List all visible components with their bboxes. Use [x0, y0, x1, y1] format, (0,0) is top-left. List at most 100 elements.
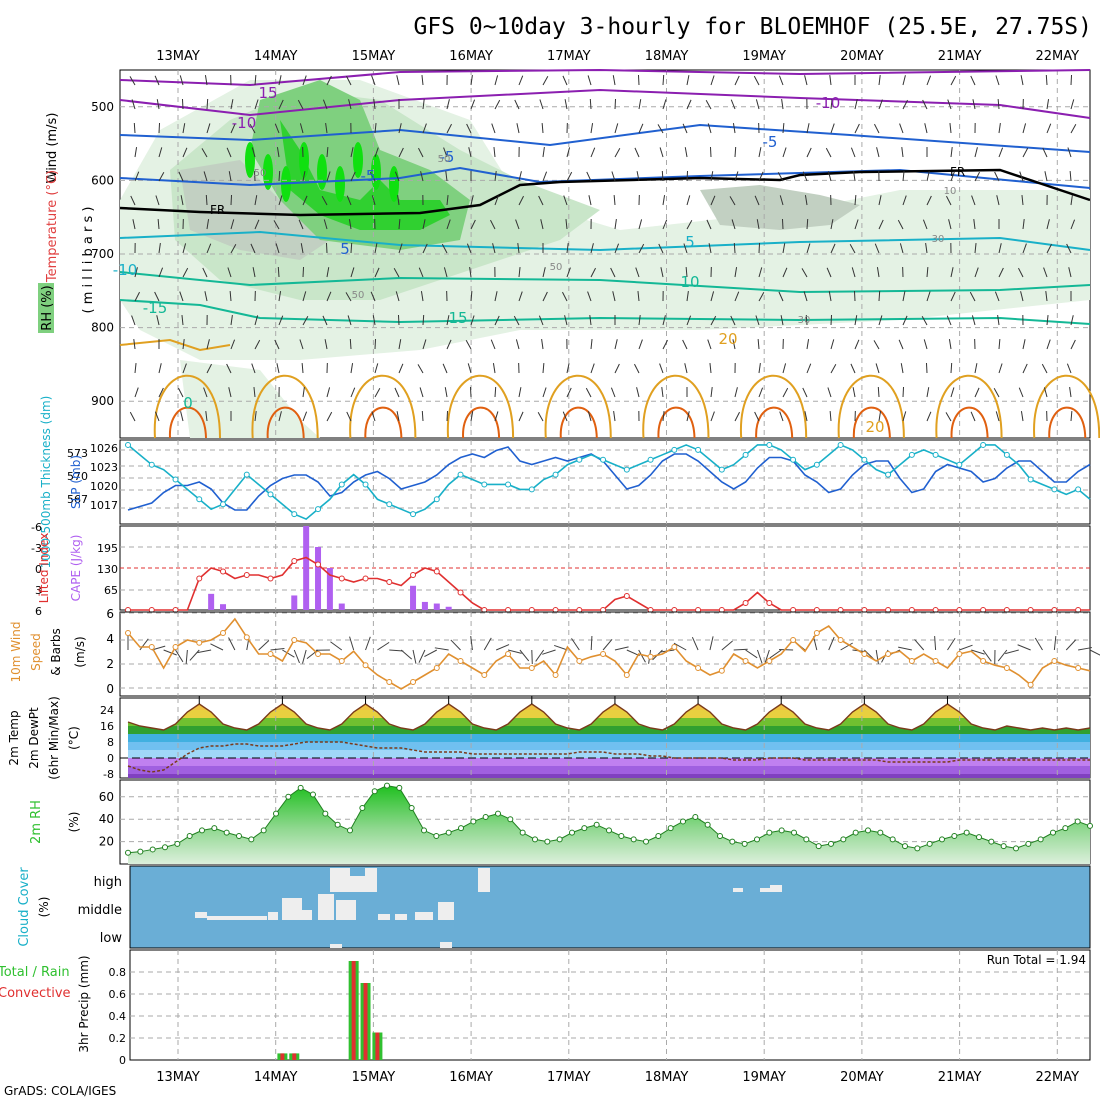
wind10-barb — [175, 649, 184, 663]
wind-barb — [134, 291, 140, 302]
thickness-line-marker — [647, 456, 654, 463]
wind-barb — [590, 243, 594, 254]
temp-label-7: 5 — [685, 233, 695, 251]
warm-contour — [447, 374, 515, 439]
cloud-cell — [760, 888, 770, 892]
wind-barb — [133, 339, 136, 350]
wind10-barb — [270, 648, 285, 651]
rh2m-marker — [581, 825, 588, 832]
wind10-speed-line-marker — [1075, 665, 1082, 671]
wind-barb — [539, 99, 544, 110]
wind-barb — [806, 243, 811, 254]
rh2m-marker — [285, 793, 292, 800]
wind-barb — [995, 75, 1000, 86]
wind10-barb — [934, 635, 937, 651]
wind-barb — [253, 170, 256, 182]
wind-barb — [686, 291, 689, 302]
wind10-barb — [377, 641, 390, 651]
wind-barb — [829, 410, 832, 422]
bottom-date-5: 18MAY — [645, 1070, 689, 1085]
rh2m-marker — [149, 846, 156, 853]
rh2m-marker — [754, 836, 760, 843]
wind-barb — [802, 387, 808, 398]
wind-barb — [878, 99, 883, 110]
bottom-date-labels: 13MAY 14MAY 15MAY 16MAY 17MAY 18MAY 19MAY 20MAY… — [156, 1070, 1079, 1085]
rh2m-marker — [877, 829, 884, 836]
thickness-ytick-0: 573 — [67, 447, 88, 460]
lifted-index-line-marker — [267, 575, 274, 582]
wind-barb — [374, 267, 380, 278]
wind-barb — [758, 363, 761, 374]
wind-barb — [684, 363, 688, 374]
wind-barb — [878, 315, 883, 326]
rh2m-marker — [384, 782, 390, 789]
dewpoint-line — [127, 741, 1090, 773]
lifted-index-line-marker — [742, 600, 749, 606]
wind-barb — [876, 267, 880, 278]
temp2m-yticks: 24 16 8 0 -8 — [100, 704, 114, 781]
wind-barb — [470, 315, 475, 326]
wind-barb — [326, 411, 333, 422]
wind10-panel: 6 4 2 0 10m Wind Speed & Barbs (m/s) — [9, 607, 1100, 697]
cape-bar — [208, 593, 215, 610]
wind10-barb — [959, 644, 973, 651]
wind10-barb — [412, 649, 417, 664]
wind-barb — [158, 172, 165, 182]
wind-barb — [1046, 315, 1049, 326]
wind-barb — [710, 195, 716, 206]
wind10-speed-line-marker — [481, 672, 488, 678]
wind-barb — [374, 243, 378, 254]
wind10-ytick-1: 4 — [106, 632, 114, 646]
wind-barb — [1018, 267, 1024, 278]
cloud-cell — [733, 888, 743, 892]
rh-label-6: 10 — [944, 186, 957, 197]
wind-barb — [397, 195, 400, 206]
wind-barb — [830, 219, 834, 230]
cape-bar — [433, 603, 440, 610]
temperature-contours — [119, 68, 1100, 439]
wind-barb — [134, 267, 138, 278]
wind-barb — [274, 339, 280, 350]
wind-barb — [398, 218, 401, 230]
wind-barb — [254, 195, 258, 206]
wind-barb — [946, 315, 952, 326]
cloud-cell — [770, 885, 782, 892]
wind-barb — [230, 315, 233, 326]
wind-barb — [541, 339, 544, 350]
wind10-speed-line-marker — [623, 672, 630, 678]
lifted-index-line-marker — [362, 575, 369, 582]
temp-label-4: -5 — [361, 167, 376, 185]
thickness-line-marker — [1075, 486, 1082, 493]
wind10-barb — [258, 640, 270, 651]
wind-barb — [901, 147, 904, 158]
wind-barb — [278, 170, 281, 182]
wind-barb — [590, 267, 596, 278]
wind-barb — [203, 171, 208, 182]
wind-barb — [134, 387, 139, 398]
cape-ytick-0: 195 — [97, 542, 118, 555]
top-date-6: 19MAY — [742, 49, 786, 64]
wind-barb — [758, 387, 764, 398]
temp-contour-20 — [119, 338, 231, 352]
bottom-date-0: 13MAY — [156, 1070, 200, 1085]
wind-barb — [1070, 219, 1076, 230]
wind-barb — [297, 99, 304, 110]
rh2m-marker — [174, 840, 181, 847]
temp-label-10: -15 — [143, 299, 168, 317]
wind-barb — [950, 75, 957, 86]
temp-label-5: -5 — [440, 148, 455, 166]
wind-barb — [779, 411, 784, 422]
wind-barb — [994, 171, 1000, 182]
ylabel-3hr-precip: 3hr Precip (mm) — [77, 955, 91, 1052]
wind-barb — [441, 243, 448, 254]
wind-barb — [730, 99, 736, 110]
rh2m-marker — [729, 838, 736, 845]
wind10-barb — [210, 643, 224, 651]
wind-barb — [804, 411, 808, 422]
wind-barb — [470, 411, 474, 422]
thickness-line-marker — [481, 481, 488, 488]
wind-barb — [422, 314, 425, 326]
wind-barb — [513, 315, 520, 326]
ylabel-cloud: Cloud Cover — [17, 867, 32, 947]
wind-barb — [398, 147, 404, 158]
